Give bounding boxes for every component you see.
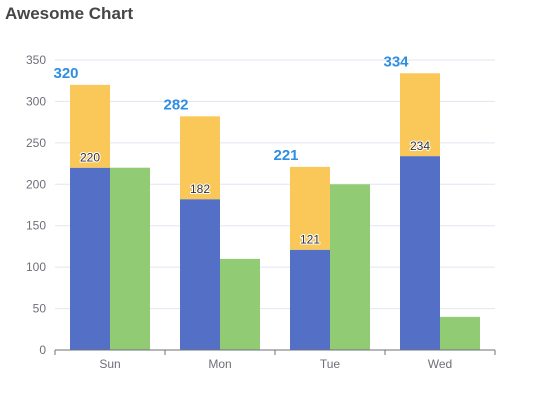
bar-stack-2-tue xyxy=(290,166,330,250)
stack-total-label: 334 xyxy=(383,53,409,70)
bar-side-sun xyxy=(110,167,150,350)
y-tick-label: 100 xyxy=(26,260,46,274)
bar-stack-2-sun xyxy=(70,84,110,168)
data-labels: 220 320 182 282 121 221 234 334 xyxy=(53,53,431,247)
bar-stack-1-sun xyxy=(70,167,110,350)
x-tick-label: Wed xyxy=(428,357,452,371)
bars xyxy=(70,73,480,350)
bar-side-mon xyxy=(220,258,260,350)
x-tick-label: Mon xyxy=(208,357,231,371)
stack-total-label: 320 xyxy=(53,65,78,82)
y-tick-label: 150 xyxy=(26,219,46,233)
bar-side-wed xyxy=(440,316,480,350)
y-tick-label: 50 xyxy=(33,302,47,316)
x-tick-label: Tue xyxy=(320,357,341,371)
bar-stack-1-mon xyxy=(180,199,220,350)
axes: 0 50 100 150 200 250 300 350 Sun Mon Tue Wed xyxy=(26,53,496,371)
stack-total-label: 221 xyxy=(273,147,298,164)
y-tick-label: 0 xyxy=(39,343,46,357)
bar-stack-2-mon xyxy=(180,116,220,200)
bar-stack-2-wed xyxy=(400,73,440,157)
y-tick-label: 250 xyxy=(26,136,46,150)
chart-title: Awesome Chart xyxy=(5,4,134,23)
bar-side-tue xyxy=(330,184,370,350)
bar-value-label: 220 xyxy=(80,151,100,165)
bar-stack-1-tue xyxy=(290,249,330,350)
y-tick-label: 300 xyxy=(26,94,46,108)
bar-value-label: 121 xyxy=(300,233,320,247)
bar-value-label: 182 xyxy=(190,182,210,196)
x-tick-label: Sun xyxy=(99,357,120,371)
y-tick-label: 350 xyxy=(26,53,46,67)
y-tick-label: 200 xyxy=(26,177,46,191)
bar-value-label: 234 xyxy=(410,139,430,153)
stack-total-label: 282 xyxy=(163,96,188,113)
bar-stack-1-wed xyxy=(400,156,440,350)
